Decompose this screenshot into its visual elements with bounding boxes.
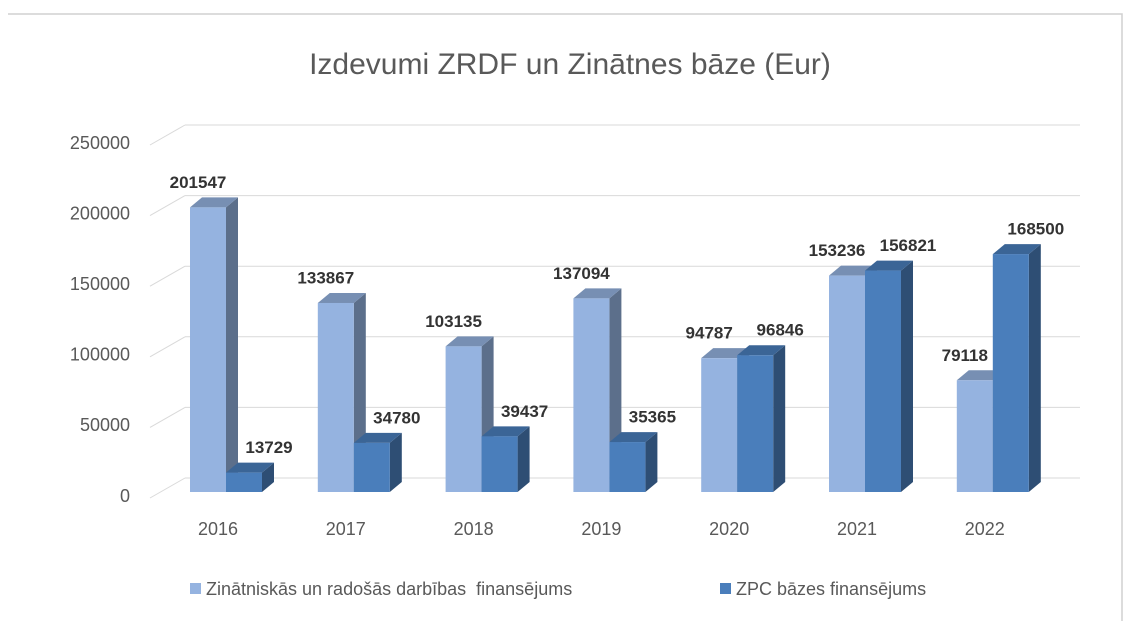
value-label: 96846 bbox=[757, 321, 804, 340]
frame bbox=[8, 13, 1123, 621]
bar-top bbox=[573, 288, 622, 299]
value-label: 137094 bbox=[553, 264, 610, 283]
value-label: 168500 bbox=[1007, 220, 1064, 239]
x-tick-label: 2020 bbox=[709, 519, 749, 539]
value-label: 34780 bbox=[373, 408, 420, 427]
bar-top bbox=[353, 432, 402, 443]
x-tick-label: 2016 bbox=[198, 519, 238, 539]
bar-top bbox=[445, 336, 494, 347]
bar-front bbox=[609, 442, 646, 492]
bar-front bbox=[353, 442, 390, 492]
bar-side bbox=[389, 432, 402, 492]
bar bbox=[992, 244, 1041, 492]
bar-side bbox=[226, 197, 238, 492]
bar-top bbox=[226, 462, 274, 473]
bar-front bbox=[865, 270, 901, 492]
bar-top bbox=[865, 260, 913, 271]
bar bbox=[609, 432, 658, 492]
grid-line-side bbox=[149, 195, 186, 217]
bar-front bbox=[829, 275, 865, 492]
bar-front bbox=[956, 380, 993, 492]
y-tick-label: 0 bbox=[120, 486, 130, 506]
grid-line-side bbox=[149, 265, 186, 287]
value-label: 13729 bbox=[245, 438, 292, 457]
bar-top bbox=[609, 432, 658, 443]
value-label: 201547 bbox=[170, 173, 227, 192]
bar-front bbox=[226, 472, 262, 492]
bar-side bbox=[901, 260, 913, 492]
value-label: 35365 bbox=[629, 408, 676, 427]
legend-swatch bbox=[190, 583, 201, 594]
bar bbox=[737, 345, 786, 492]
value-label: 156821 bbox=[880, 236, 937, 255]
value-label: 153236 bbox=[809, 241, 866, 260]
value-label: 39437 bbox=[501, 402, 548, 421]
grid-line-side bbox=[149, 406, 186, 428]
bar-front bbox=[992, 254, 1029, 492]
legend-label: Zinātniskās un radošās darbības finansēj… bbox=[206, 579, 572, 599]
grid-line-side bbox=[149, 477, 186, 499]
bar-front bbox=[190, 207, 226, 492]
bar-side bbox=[1028, 244, 1041, 492]
bar-top bbox=[317, 292, 366, 303]
value-label: 94787 bbox=[686, 324, 733, 343]
bar bbox=[226, 462, 274, 492]
value-label: 103135 bbox=[425, 312, 482, 331]
x-tick-label: 2021 bbox=[837, 519, 877, 539]
bar-front bbox=[701, 358, 738, 492]
legend-swatch bbox=[720, 583, 731, 594]
legend-label: ZPC bāzes finansējums bbox=[736, 579, 926, 599]
grid-line-side bbox=[149, 124, 186, 146]
bar bbox=[865, 260, 913, 492]
bar-top bbox=[190, 197, 238, 208]
x-tick-label: 2019 bbox=[581, 519, 621, 539]
y-tick-label: 150000 bbox=[70, 274, 130, 294]
bar-top bbox=[737, 345, 786, 356]
bar-top bbox=[992, 244, 1041, 255]
bar-side bbox=[645, 432, 658, 492]
bar-front bbox=[317, 302, 354, 492]
bar bbox=[481, 426, 530, 492]
y-tick-label: 250000 bbox=[70, 133, 130, 153]
bar bbox=[353, 432, 402, 492]
bar-front bbox=[573, 298, 610, 492]
y-tick-label: 50000 bbox=[80, 415, 130, 435]
chart-title: Izdevumi ZRDF un Zinātnes bāze (Eur) bbox=[309, 48, 831, 81]
bar-front bbox=[481, 436, 518, 492]
bar-front bbox=[737, 355, 774, 492]
x-tick-label: 2022 bbox=[965, 519, 1005, 539]
x-tick-label: 2017 bbox=[326, 519, 366, 539]
bar-side bbox=[773, 345, 786, 492]
grid-line-side bbox=[149, 336, 186, 358]
bar bbox=[445, 336, 494, 492]
bar-top bbox=[481, 426, 530, 437]
bar-side bbox=[517, 426, 530, 492]
bar-side bbox=[262, 462, 274, 492]
value-label: 79118 bbox=[942, 346, 988, 365]
value-label: 133867 bbox=[297, 268, 354, 287]
y-tick-label: 100000 bbox=[70, 345, 130, 365]
x-tick-label: 2018 bbox=[454, 519, 494, 539]
bar-front bbox=[445, 346, 482, 492]
bar bbox=[573, 288, 622, 492]
y-tick-label: 200000 bbox=[70, 203, 130, 223]
bar bbox=[190, 197, 238, 492]
